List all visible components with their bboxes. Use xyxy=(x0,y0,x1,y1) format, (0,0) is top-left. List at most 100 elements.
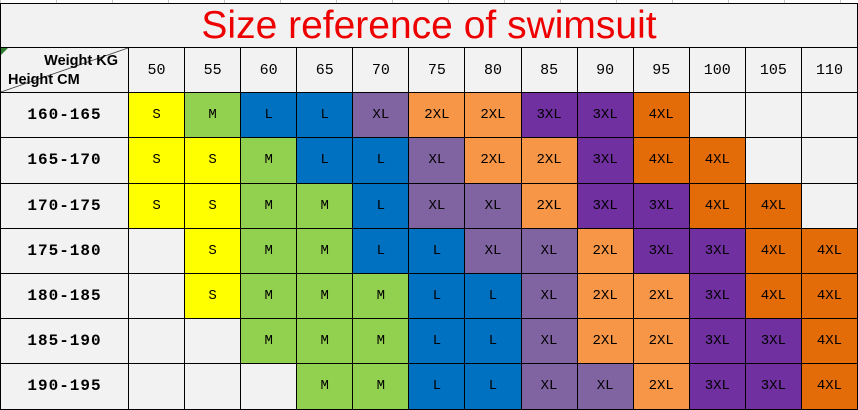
size-cell: M xyxy=(297,319,354,365)
column-header: 95 xyxy=(633,48,690,94)
size-cell: XL xyxy=(465,228,522,274)
size-cell: S xyxy=(129,138,186,184)
size-cell: L xyxy=(353,138,410,184)
column-header: 60 xyxy=(241,48,298,94)
size-cell: M xyxy=(353,364,410,410)
column-header: 65 xyxy=(297,48,354,94)
size-cell: 3XL xyxy=(577,138,634,184)
size-cell: 3XL xyxy=(689,273,746,320)
size-cell: 2XL xyxy=(577,319,634,365)
spreadsheet-gridline-strip xyxy=(0,0,858,3)
size-cell: 2XL xyxy=(521,138,578,184)
size-cell: L xyxy=(297,93,354,139)
size-cell: XL xyxy=(409,183,466,229)
chart-title-row: Size reference of swimsuit xyxy=(0,3,858,48)
row-header: 180-185 xyxy=(1,273,129,320)
size-cell: 4XL xyxy=(801,228,858,274)
size-cell: XL xyxy=(465,183,522,229)
size-cell: XL xyxy=(577,364,634,410)
size-cell: 4XL xyxy=(745,183,802,229)
column-header: 105 xyxy=(745,48,802,94)
column-header: 55 xyxy=(185,48,242,94)
size-cell: L xyxy=(409,364,466,410)
size-cell: XL xyxy=(521,228,578,274)
size-cell: S xyxy=(185,183,242,229)
size-cell: 2XL xyxy=(521,183,578,229)
row-header: 160-165 xyxy=(1,93,129,139)
size-cell: XL xyxy=(521,364,578,410)
weight-axis-label: Weight KG xyxy=(44,53,118,69)
row-header: 190-195 xyxy=(1,364,129,410)
size-cell: 2XL xyxy=(633,319,690,365)
empty-cell xyxy=(129,273,186,320)
size-cell: L xyxy=(409,273,466,320)
row-header: 185-190 xyxy=(1,319,129,365)
size-cell: M xyxy=(297,364,354,410)
size-cell: L xyxy=(465,364,522,410)
corner-cell: Weight KG Height CM xyxy=(1,48,129,94)
column-header: 110 xyxy=(801,48,858,94)
height-axis-label: Height CM xyxy=(8,71,80,88)
size-cell: XL xyxy=(521,319,578,365)
size-cell: 2XL xyxy=(633,364,690,410)
size-cell: 3XL xyxy=(633,183,690,229)
size-cell: M xyxy=(297,183,354,229)
size-cell: M xyxy=(297,228,354,274)
size-cell: M xyxy=(241,138,298,184)
size-cell: M xyxy=(241,273,298,320)
empty-cell xyxy=(129,228,186,274)
size-cell: XL xyxy=(521,273,578,320)
size-cell: 4XL xyxy=(745,273,802,320)
size-cell: L xyxy=(465,319,522,365)
size-cell: 2XL xyxy=(633,273,690,320)
empty-cell xyxy=(129,319,186,365)
column-header: 80 xyxy=(465,48,522,94)
column-header: 70 xyxy=(353,48,410,94)
empty-cell xyxy=(801,183,858,229)
size-cell: 4XL xyxy=(689,183,746,229)
size-cell: XL xyxy=(409,138,466,184)
size-cell: 3XL xyxy=(633,228,690,274)
size-cell: 2XL xyxy=(577,273,634,320)
size-cell: 3XL xyxy=(689,319,746,365)
size-cell: 3XL xyxy=(577,183,634,229)
empty-cell xyxy=(129,364,186,410)
size-cell: M xyxy=(353,273,410,320)
size-cell: 4XL xyxy=(633,138,690,184)
size-cell: 2XL xyxy=(465,93,522,139)
size-cell: L xyxy=(297,138,354,184)
empty-cell xyxy=(185,319,242,365)
size-cell: 2XL xyxy=(577,228,634,274)
size-cell: L xyxy=(409,319,466,365)
size-cell: 3XL xyxy=(689,228,746,274)
size-cell: M xyxy=(241,228,298,274)
size-cell: 4XL xyxy=(801,364,858,410)
size-cell: 3XL xyxy=(521,93,578,139)
size-cell: 4XL xyxy=(801,319,858,365)
size-cell: S xyxy=(185,138,242,184)
empty-cell xyxy=(801,138,858,184)
size-cell: 2XL xyxy=(465,138,522,184)
empty-cell xyxy=(801,93,858,139)
row-header: 170-175 xyxy=(1,183,129,229)
size-cell: 4XL xyxy=(745,228,802,274)
size-cell: 3XL xyxy=(745,319,802,365)
page-title: Size reference of swimsuit xyxy=(201,4,657,47)
column-header: 85 xyxy=(521,48,578,94)
green-corner-triangle-icon xyxy=(1,48,8,55)
size-cell: 2XL xyxy=(409,93,466,139)
empty-cell xyxy=(689,93,746,139)
size-cell: 4XL xyxy=(801,273,858,320)
column-header: 90 xyxy=(577,48,634,94)
row-header: 165-170 xyxy=(1,138,129,184)
column-header: 50 xyxy=(129,48,186,94)
size-cell: L xyxy=(409,228,466,274)
size-cell: L xyxy=(465,273,522,320)
size-cell: L xyxy=(353,228,410,274)
size-cell: 4XL xyxy=(633,93,690,139)
size-cell: S xyxy=(185,228,242,274)
size-cell: S xyxy=(185,273,242,320)
size-cell: M xyxy=(353,319,410,365)
size-cell: S xyxy=(129,183,186,229)
